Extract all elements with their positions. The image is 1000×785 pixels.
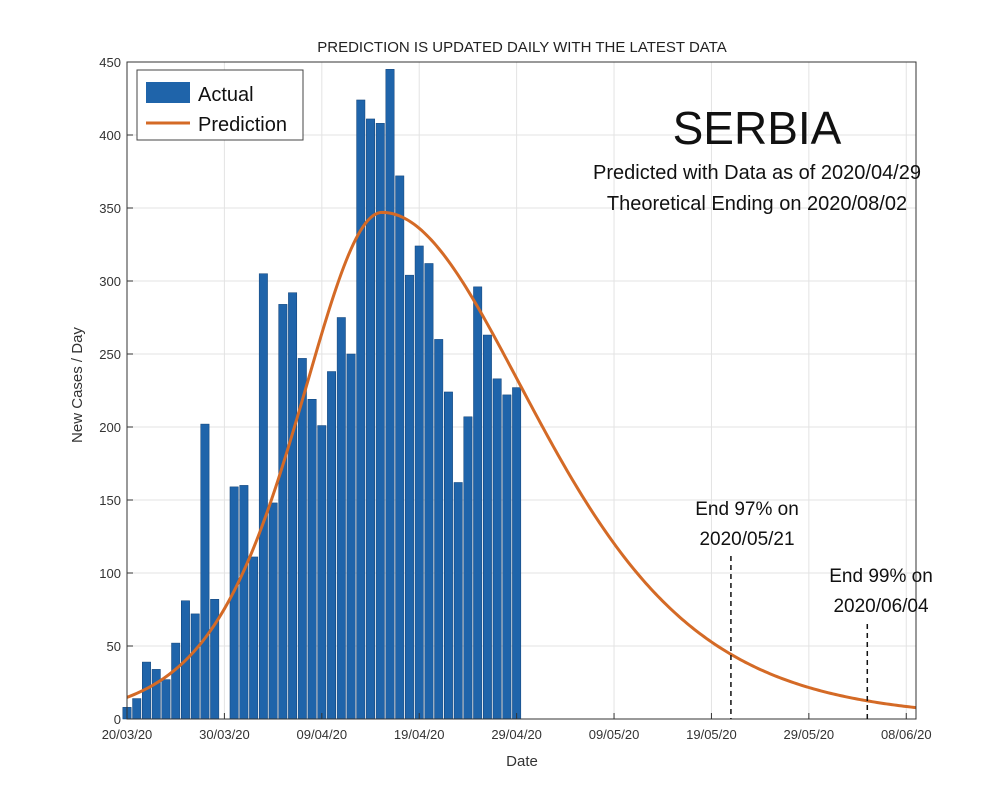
bar (200, 423, 210, 720)
x-tick-label: 19/05/20 (686, 727, 737, 742)
x-axis-label: Date (506, 753, 538, 770)
y-tick-label: 50 (107, 639, 121, 654)
x-tick-label: 19/04/20 (394, 727, 445, 742)
bar (346, 353, 356, 720)
bar (385, 69, 395, 720)
legend-prediction-label: Prediction (198, 114, 287, 136)
bar (151, 669, 161, 720)
bar (317, 425, 327, 720)
x-tick-label: 29/04/20 (491, 727, 542, 742)
bar (395, 175, 405, 720)
x-tick-label: 08/06/20 (881, 727, 932, 742)
y-tick-label: 150 (99, 493, 121, 508)
y-tick-label: 100 (99, 566, 121, 581)
x-tick-label: 29/05/20 (784, 727, 835, 742)
legend-box (136, 69, 304, 141)
bar (258, 273, 268, 720)
bar (161, 679, 171, 720)
end-99-label-line1: End 99% on (829, 566, 933, 587)
bar (307, 399, 317, 720)
bar (502, 394, 512, 720)
y-tick-label: 0 (114, 712, 121, 727)
bar (482, 334, 492, 720)
bar (239, 485, 249, 720)
bar (512, 387, 522, 720)
prediction-line (126, 210, 917, 710)
y-tick-label: 400 (99, 128, 121, 143)
bar (336, 317, 346, 720)
bar (229, 486, 239, 720)
bar (434, 339, 444, 720)
bar (453, 482, 463, 720)
end-97-label-line2: 2020/05/21 (699, 529, 794, 550)
theoretical-ending-text: Theoretical Ending on 2020/08/02 (607, 193, 907, 215)
bar (268, 502, 278, 720)
bar (171, 642, 181, 720)
bar (405, 274, 414, 720)
bar (366, 118, 375, 720)
x-tick-label: 09/04/20 (297, 727, 348, 742)
y-axis-label: New Cases / Day (69, 327, 86, 443)
bar (463, 416, 473, 720)
legend-actual-label: Actual (198, 84, 254, 106)
end-97-label-line1: End 97% on (695, 499, 799, 520)
bars (122, 69, 522, 720)
bar (278, 304, 288, 720)
bar (190, 613, 200, 720)
y-tick-label: 350 (99, 201, 121, 216)
plot-frame (126, 61, 917, 720)
y-tick-label: 450 (99, 55, 121, 70)
x-tick-label: 20/03/20 (102, 727, 153, 742)
x-tick-label: 30/03/20 (199, 727, 250, 742)
x-tick-label: 09/05/20 (589, 727, 640, 742)
y-tick-label: 300 (99, 274, 121, 289)
y-tick-label: 250 (99, 347, 121, 362)
bar (327, 371, 336, 720)
legend: Actual Prediction (136, 69, 304, 141)
predicted-with-text: Predicted with Data as of 2020/04/29 (593, 162, 921, 184)
bar (356, 99, 366, 720)
bar (473, 286, 483, 720)
legend-actual-swatch (146, 82, 190, 103)
bar (424, 263, 434, 720)
y-tick-label: 200 (99, 420, 121, 435)
chart-title: PREDICTION IS UPDATED DAILY WITH THE LAT… (317, 39, 727, 56)
axes (126, 61, 917, 720)
bar (492, 378, 502, 720)
bar (414, 245, 424, 720)
end-99-label-line2: 2020/06/04 (833, 596, 929, 617)
ticks: 0 50 100 150 200 250 300 350 400 450 20/03/20 30/03… (99, 55, 931, 742)
bar (444, 391, 453, 720)
bar (249, 556, 259, 720)
bar (288, 292, 298, 720)
country-title: SERBIA (673, 102, 842, 154)
bar (132, 698, 142, 720)
